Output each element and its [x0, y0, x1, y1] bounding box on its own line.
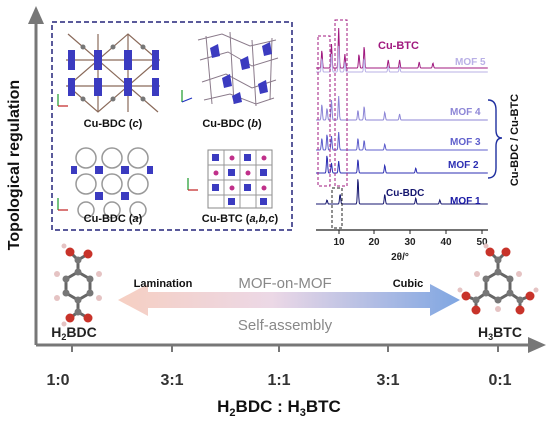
xrd-plot: 10 20 30 40 50 2θ/° Cu-BTC MOF 5 MOF 4 M…	[316, 19, 521, 263]
h3btc-label: H3BTC	[478, 324, 522, 342]
x-tick-label: 1:1	[267, 372, 290, 389]
xrd-trace-cu-btc	[316, 27, 488, 69]
group-brace	[487, 99, 503, 179]
xrd-series-label: Cu-BDC	[386, 188, 424, 199]
h2bdc-label: H2BDC	[51, 324, 96, 342]
xrd-trace-mof-4	[316, 95, 488, 121]
xrd-tick-label: 20	[368, 237, 380, 248]
cu-bdc-b-structure	[197, 31, 279, 107]
y-axis-title: Topological regulation	[6, 80, 23, 250]
x-tick-label: 1:0	[46, 372, 69, 389]
cu-bdc-a-structure	[71, 147, 153, 219]
xrd-series-label: MOF 1	[450, 196, 481, 207]
group-label: Cu-BDC / Cu-BTC	[509, 94, 521, 186]
cu-bdc-c-structure	[66, 33, 160, 113]
xrd-series-label: MOF 2	[448, 160, 479, 171]
orientation-axes	[57, 90, 198, 211]
structure-label: Cu-BDC (b)	[202, 118, 262, 130]
xrd-trace-cu-bdc	[316, 179, 488, 205]
mof-on-mof-label: MOF-on-MOF	[238, 275, 331, 292]
main-y-axis	[28, 6, 44, 345]
xrd-series-label: MOF 4	[450, 107, 481, 118]
structure-label: Cu-BTC (a,b,c)	[202, 213, 279, 225]
xrd-tick-label: 50	[476, 237, 488, 248]
xrd-tick-label: 10	[333, 237, 345, 248]
lamination-label: Lamination	[134, 278, 193, 290]
h2bdc-molecule	[54, 243, 102, 327]
x-tick-label: 3:1	[376, 372, 399, 389]
x-axis-ticks	[71, 345, 499, 352]
x-tick-label: 0:1	[488, 372, 511, 389]
xrd-ticks	[338, 230, 483, 234]
xrd-series-label: MOF 3	[450, 137, 481, 148]
xrd-trace-mof-3	[316, 131, 488, 151]
main-x-axis	[36, 337, 546, 353]
xrd-axis-label: 2θ/°	[391, 252, 409, 263]
xrd-trace-mof-5	[316, 45, 488, 73]
xrd-traces	[316, 27, 488, 205]
x-tick-label: 3:1	[160, 372, 183, 389]
cubic-label: Cubic	[393, 278, 424, 290]
xrd-tick-label: 30	[404, 237, 416, 248]
xrd-series-label: Cu-BTC	[378, 40, 419, 52]
highlight-box-black	[331, 187, 343, 229]
x-axis-title: H2BDC : H3BTC	[217, 397, 341, 418]
h3btc-molecule	[457, 243, 539, 315]
structure-label: Cu-BDC (a)	[84, 213, 143, 225]
self-assembly-label: Self-assembly	[238, 317, 333, 334]
xrd-trace-mof-2	[316, 155, 488, 174]
xrd-tick-label: 40	[440, 237, 452, 248]
process-arrow	[118, 284, 460, 316]
highlight-box-magenta	[334, 19, 348, 187]
cu-btc-structure	[207, 149, 273, 209]
xrd-series-label: MOF 5	[455, 57, 486, 68]
highlight-box-magenta	[317, 35, 331, 187]
structure-label: Cu-BDC (c)	[84, 118, 143, 130]
